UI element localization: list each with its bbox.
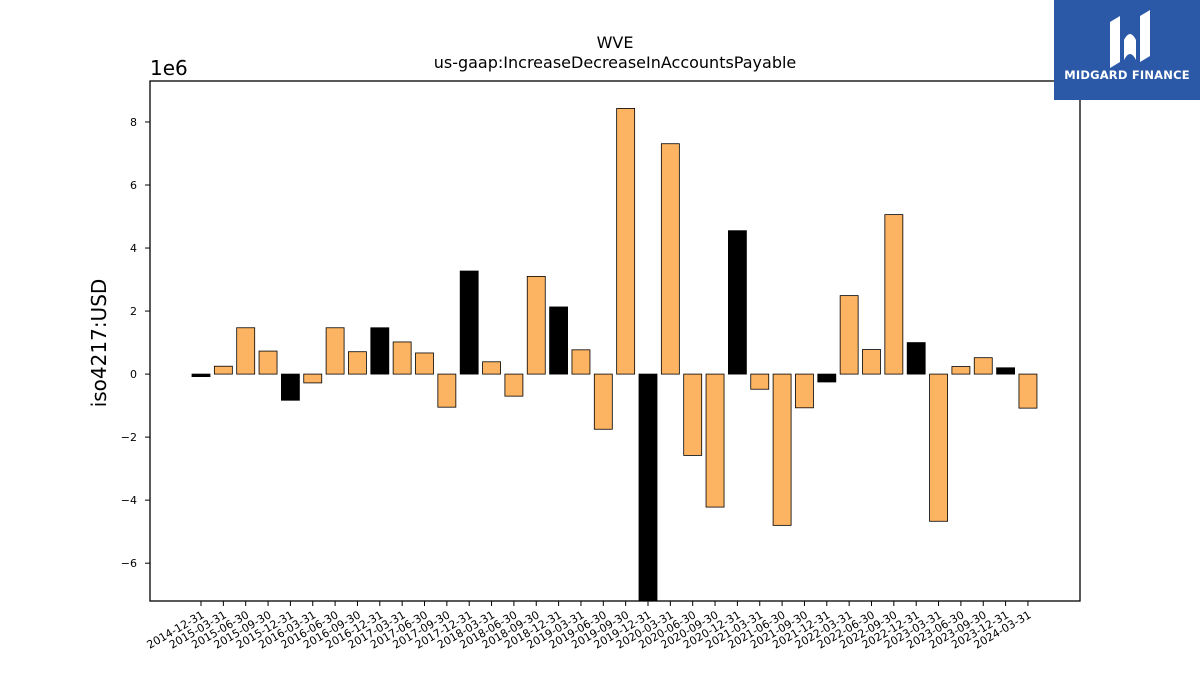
y-tick-label: 8: [130, 116, 137, 129]
y-axis-label: iso4217:USD: [87, 279, 111, 408]
bar: [191, 373, 211, 378]
bar: [348, 351, 367, 375]
y-tick-label: −6: [121, 557, 137, 570]
midgard-logo-icon: [1054, 0, 1200, 100]
bar: [683, 373, 703, 456]
bar: [459, 270, 479, 375]
bar: [280, 373, 300, 401]
bar: [795, 373, 814, 409]
bar: [526, 275, 546, 375]
bar: [325, 327, 345, 375]
y-tick-label: −4: [121, 494, 137, 507]
bar: [996, 367, 1015, 375]
bar: [839, 295, 859, 375]
bar: [213, 365, 233, 375]
bar: [593, 373, 613, 430]
bar: [906, 342, 926, 375]
brand-logo: MIDGARD FINANCE: [1054, 0, 1200, 100]
bar: [504, 373, 524, 397]
bar: [817, 373, 837, 383]
bar: [973, 357, 993, 375]
bar: [236, 327, 256, 375]
bar: [862, 349, 881, 375]
bar: [705, 373, 725, 508]
y-tick-label: 6: [130, 179, 137, 192]
bar: [392, 341, 412, 375]
bar: [772, 373, 792, 526]
bar: [660, 143, 680, 375]
plot-frame: [149, 80, 1081, 602]
bar: [750, 373, 770, 390]
bar: [728, 230, 747, 375]
logo-text: MIDGARD FINANCE: [1064, 68, 1190, 82]
bar: [884, 214, 904, 375]
bar: [482, 361, 501, 375]
bar: [616, 108, 636, 375]
y-tick-label: 0: [130, 368, 137, 381]
chart-title: WVE: [597, 33, 634, 52]
bar: [549, 306, 568, 375]
bar: [571, 349, 591, 375]
chart-subtitle: us-gaap:IncreaseDecreaseInAccountsPayabl…: [434, 53, 797, 72]
bar: [1018, 373, 1038, 409]
y-multiplier-label: 1e6: [150, 56, 188, 80]
bar: [258, 350, 278, 375]
bar: [415, 352, 434, 375]
y-tick-label: 4: [130, 242, 137, 255]
bar: [437, 373, 457, 408]
bar: [303, 373, 323, 384]
bar: [929, 373, 948, 522]
bar: [638, 373, 658, 602]
y-tick-label: 2: [130, 305, 137, 318]
bar: [370, 327, 390, 375]
bar: [951, 366, 971, 375]
y-tick-label: −2: [121, 431, 137, 444]
